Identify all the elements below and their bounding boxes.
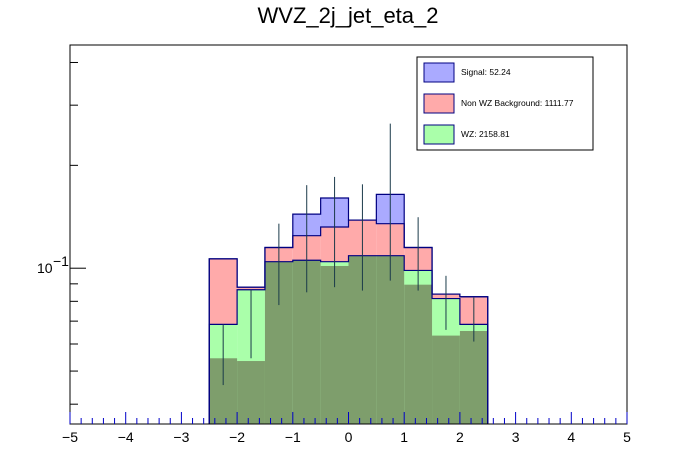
outline-wz xyxy=(208,255,489,424)
bar-non-wz-background-0 xyxy=(209,258,238,325)
chart-title: WVZ_2j_jet_eta_2 xyxy=(258,3,439,28)
legend-swatch-2 xyxy=(423,124,455,145)
x-tick-label: −4 xyxy=(118,429,134,445)
x-tick-label: −3 xyxy=(173,429,189,445)
x-tick-label: −1 xyxy=(285,429,301,445)
legend-label-1: Non WZ Background: 1111.77 xyxy=(461,98,574,108)
x-tick-label: 3 xyxy=(512,429,520,445)
legend-swatch-0 xyxy=(423,62,455,83)
x-tick-label: 5 xyxy=(623,429,631,445)
overlap-fill-9 xyxy=(459,330,488,424)
bar-non-wz-background-1 xyxy=(237,287,265,290)
overlap-fill-8 xyxy=(432,335,460,424)
x-tick-label: 0 xyxy=(345,429,353,445)
overlap-fill-4 xyxy=(320,265,349,424)
x-tick-label: −2 xyxy=(229,429,245,445)
overlap-fill-7 xyxy=(404,284,433,424)
legend-label-2: WZ: 2158.81 xyxy=(461,129,510,139)
legend-label-0: Signal: 52.24 xyxy=(461,67,511,77)
overlap-fill-6 xyxy=(376,255,405,424)
x-tick-label: 1 xyxy=(400,429,408,445)
x-tick-label: −5 xyxy=(62,429,78,445)
legend-swatch-1 xyxy=(423,93,455,114)
x-tick-label: 4 xyxy=(567,429,575,445)
y-tick-label-exponent: −1 xyxy=(53,253,69,269)
y-tick-label-base: 10 xyxy=(37,260,53,276)
plot-area: −5 −4 −3 −2 −1 0 1 2 3 4 510 −1 xyxy=(37,44,631,445)
x-tick-label: 2 xyxy=(456,429,464,445)
legend: Signal: 52.24 Non WZ Background: 1111.77 W… xyxy=(416,56,594,151)
overlap-fill-1 xyxy=(237,361,265,424)
